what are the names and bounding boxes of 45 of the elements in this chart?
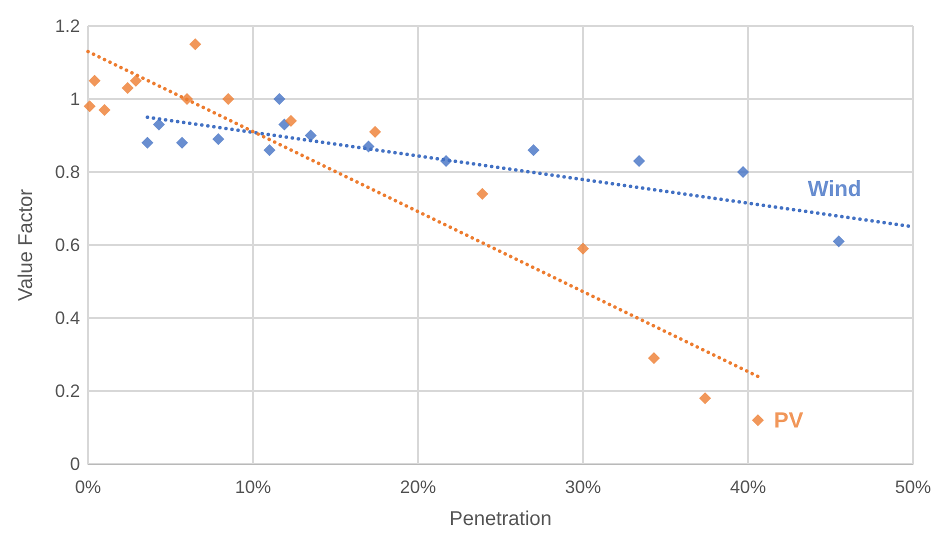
x-tick-label: 30%: [564, 477, 602, 497]
point: [176, 136, 188, 149]
x-axis-title: Penetration: [449, 508, 552, 530]
point: [88, 74, 101, 87]
point: [84, 100, 96, 112]
y-tick-label: 0: [70, 454, 80, 474]
point: [98, 104, 110, 116]
point: [189, 38, 202, 50]
point: [362, 140, 374, 152]
point: [528, 144, 540, 156]
point: [752, 414, 764, 426]
point: [832, 235, 845, 248]
point: [122, 82, 134, 94]
y-tick-label: 0.8: [54, 162, 80, 182]
point: [476, 188, 488, 200]
x-tick-label: 0%: [74, 477, 102, 497]
series-label: PV: [774, 408, 804, 433]
x-tick-label: 40%: [730, 477, 766, 497]
y-tick-label: 0.2: [54, 381, 80, 401]
point: [141, 136, 154, 149]
point: [284, 114, 297, 127]
point: [212, 133, 224, 146]
y-tick-label: 0.6: [54, 235, 80, 255]
point: [273, 93, 286, 105]
x-tick-label: 50%: [894, 477, 932, 497]
point: [369, 126, 382, 138]
point: [130, 74, 142, 87]
point: [633, 155, 646, 168]
y-axis-title: Value Factor: [15, 188, 37, 301]
x-tick-label: 10%: [234, 477, 272, 497]
point: [181, 93, 193, 105]
point: [222, 93, 234, 105]
point: [264, 144, 276, 156]
series-label: Wind: [808, 176, 862, 201]
y-tick-label: 1: [70, 89, 80, 109]
point: [152, 118, 165, 131]
y-tick-label: 1.2: [54, 16, 80, 36]
point: [648, 352, 660, 364]
y-tick-label: 0.4: [54, 308, 80, 328]
point: [577, 242, 589, 255]
x-tick-label: 20%: [400, 477, 436, 497]
point: [737, 166, 750, 178]
point: [304, 130, 317, 142]
point: [440, 155, 452, 168]
point: [699, 392, 712, 404]
